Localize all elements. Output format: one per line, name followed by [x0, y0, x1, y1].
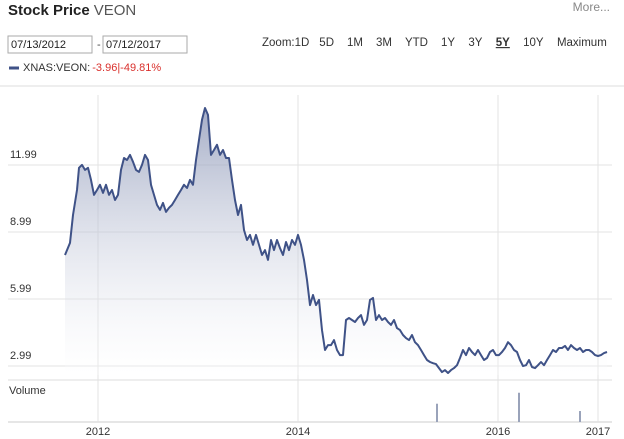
x-tick-label: 2017: [586, 426, 610, 438]
title: Stock Price: [8, 2, 90, 19]
zoom-option[interactable]: 3M: [376, 37, 392, 49]
zoom-options: 1D 5D 1M 3M YTD 1Y 3Y 5Y 10Y Maximum: [295, 37, 607, 49]
zoom-option[interactable]: Maximum: [557, 37, 607, 49]
start-date: 07/13/2012: [11, 39, 66, 51]
volume-bar: [579, 411, 581, 422]
price-line: [64, 107, 608, 374]
zoom-option[interactable]: 1Y: [441, 37, 455, 49]
zoom-option[interactable]: YTD: [405, 37, 428, 49]
symbol: VEON: [94, 2, 137, 19]
volume-bar: [518, 392, 520, 422]
legend-change: -3.96|-49.81%: [92, 62, 161, 74]
date-separator: -: [97, 39, 101, 51]
area-fill: [65, 108, 607, 375]
y-tick-label: 5.99: [10, 283, 31, 295]
zoom-option[interactable]: 5Y: [496, 37, 510, 49]
zoom-option[interactable]: 10Y: [523, 37, 544, 49]
x-tick-label: 2016: [486, 426, 510, 438]
end-date: 07/12/2017: [106, 39, 161, 51]
x-tick-label: 2014: [286, 426, 310, 438]
zoom-option[interactable]: 1M: [347, 37, 363, 49]
volume-bar: [436, 403, 438, 422]
zoom-option[interactable]: 1D: [295, 37, 310, 49]
zoom-option[interactable]: 5D: [319, 37, 334, 49]
y-tick-label: 2.99: [10, 350, 31, 362]
y-tick-label: 11.99: [10, 149, 37, 161]
x-tick-label: 2012: [86, 426, 110, 438]
volume-label: Volume: [9, 385, 46, 397]
y-tick-label: 8.99: [10, 216, 31, 228]
zoom-option[interactable]: 3Y: [468, 37, 482, 49]
legend-name: XNAS:VEON:: [23, 62, 90, 74]
end-date-input[interactable]: [102, 35, 188, 54]
zoom-label: Zoom:: [262, 37, 295, 49]
more-link[interactable]: More...: [573, 0, 610, 14]
start-date-input[interactable]: [7, 35, 93, 54]
